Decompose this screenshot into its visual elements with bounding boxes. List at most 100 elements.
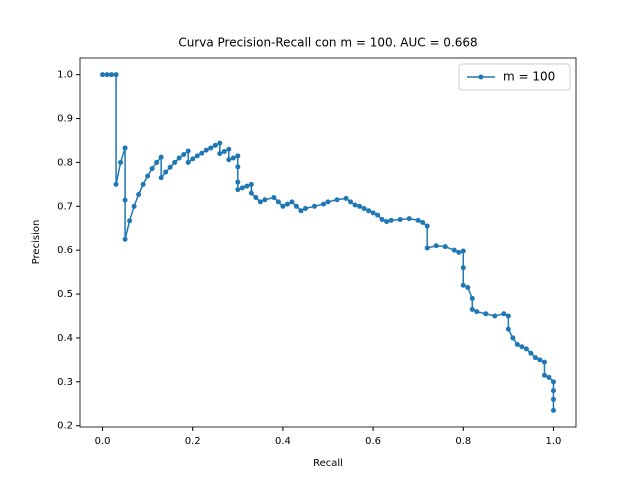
data-point	[140, 181, 146, 187]
data-point	[113, 72, 119, 78]
data-point	[239, 185, 245, 191]
data-point	[510, 335, 516, 341]
data-point	[163, 169, 169, 175]
data-point	[280, 203, 286, 209]
data-point	[546, 374, 552, 380]
data-point	[113, 181, 119, 187]
data-point	[370, 210, 376, 216]
data-point	[505, 313, 511, 319]
data-point	[118, 159, 124, 165]
data-point	[465, 284, 471, 290]
y-tick-label: 0.4	[57, 333, 73, 344]
y-tick-label: 0.7	[57, 201, 73, 212]
data-point	[541, 372, 547, 378]
data-point	[149, 166, 155, 172]
data-point	[348, 199, 354, 205]
data-point	[104, 72, 110, 78]
data-point	[244, 183, 250, 189]
data-point	[460, 248, 466, 254]
data-point	[334, 197, 340, 203]
data-point	[388, 217, 394, 223]
data-point	[492, 313, 498, 319]
data-point	[550, 388, 556, 394]
data-point	[474, 309, 480, 315]
legend-box	[458, 63, 571, 91]
data-point	[275, 199, 281, 205]
x-axis-label: Recall	[313, 458, 343, 469]
data-point	[145, 173, 151, 179]
data-point	[352, 202, 358, 208]
data-point	[456, 249, 462, 255]
data-point	[253, 195, 259, 201]
x-tick-label: 0.4	[275, 436, 291, 447]
data-point	[302, 205, 308, 211]
data-point	[100, 72, 106, 78]
data-point	[158, 175, 164, 181]
data-point	[528, 350, 534, 356]
data-point	[523, 346, 529, 352]
data-point	[361, 205, 367, 211]
data-point	[537, 357, 543, 363]
y-tick-label: 0.3	[57, 377, 73, 388]
data-point	[217, 140, 223, 146]
y-axis-label: Precision	[31, 220, 42, 265]
data-point	[176, 155, 182, 161]
data-point	[235, 153, 241, 159]
data-point	[190, 156, 196, 162]
data-point	[325, 199, 331, 205]
legend-marker	[478, 74, 484, 80]
data-point	[284, 201, 290, 207]
data-point	[194, 153, 200, 159]
data-point	[541, 359, 547, 365]
data-point	[406, 216, 412, 222]
y-tick-label: 0.5	[57, 289, 73, 300]
data-point	[451, 247, 457, 253]
data-point	[311, 203, 317, 209]
data-point	[122, 145, 128, 151]
y-tick-label: 1.0	[57, 70, 73, 81]
data-point	[122, 236, 128, 242]
data-point	[550, 379, 556, 385]
data-point	[550, 396, 556, 402]
data-point	[320, 201, 326, 207]
data-point	[208, 145, 214, 151]
data-point	[217, 151, 223, 157]
data-point	[226, 146, 232, 152]
data-point	[501, 311, 507, 317]
data-point	[424, 245, 430, 251]
data-point	[514, 342, 520, 348]
data-point	[442, 244, 448, 250]
data-point	[199, 150, 205, 156]
plot-frame	[79, 57, 577, 428]
data-point	[203, 147, 209, 153]
data-point	[505, 326, 511, 332]
data-point	[293, 203, 299, 209]
data-point	[298, 208, 304, 214]
data-point	[257, 199, 263, 205]
y-tick-label: 0.8	[57, 157, 73, 168]
data-point	[397, 216, 403, 222]
data-point	[433, 243, 439, 249]
legend-label: m = 100	[503, 70, 555, 84]
data-point	[424, 223, 430, 229]
data-point	[167, 164, 173, 170]
data-point	[226, 157, 232, 163]
y-tick-label: 0.9	[57, 114, 73, 125]
data-point	[221, 148, 227, 154]
data-point	[384, 219, 390, 225]
data-point	[154, 159, 160, 165]
data-point	[469, 295, 475, 301]
data-point	[343, 195, 349, 201]
x-tick-label: 0.2	[185, 436, 201, 447]
data-point	[357, 203, 363, 209]
data-point	[185, 159, 191, 165]
data-point	[131, 203, 137, 209]
data-point	[366, 208, 372, 214]
data-point	[550, 407, 556, 413]
data-point	[483, 311, 489, 317]
data-point	[519, 344, 525, 350]
data-point	[375, 212, 381, 218]
data-point	[127, 218, 133, 224]
data-point	[460, 282, 466, 288]
